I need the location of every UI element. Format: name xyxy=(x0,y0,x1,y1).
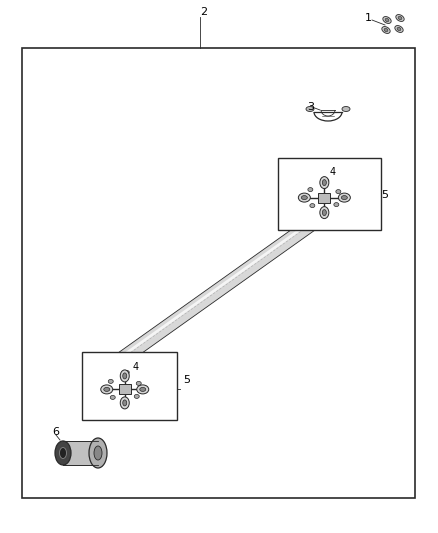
Ellipse shape xyxy=(123,400,127,406)
Ellipse shape xyxy=(310,204,315,207)
Ellipse shape xyxy=(383,17,391,23)
Ellipse shape xyxy=(395,26,403,33)
Ellipse shape xyxy=(124,353,133,361)
Ellipse shape xyxy=(103,371,112,379)
Text: 2: 2 xyxy=(200,7,207,17)
Bar xyxy=(82,352,177,420)
Ellipse shape xyxy=(398,17,402,20)
Ellipse shape xyxy=(338,193,350,202)
Bar xyxy=(318,192,330,203)
Text: 5: 5 xyxy=(381,190,388,200)
Ellipse shape xyxy=(300,222,309,230)
Ellipse shape xyxy=(124,370,129,374)
Ellipse shape xyxy=(336,190,341,193)
Ellipse shape xyxy=(322,213,327,216)
Ellipse shape xyxy=(137,385,149,394)
Ellipse shape xyxy=(322,180,326,185)
Ellipse shape xyxy=(382,27,390,34)
Ellipse shape xyxy=(122,405,127,408)
Ellipse shape xyxy=(320,176,329,189)
Ellipse shape xyxy=(308,188,313,191)
Text: 1: 1 xyxy=(365,13,372,23)
Text: 4: 4 xyxy=(330,167,336,177)
Ellipse shape xyxy=(140,387,146,391)
Ellipse shape xyxy=(301,196,307,199)
Ellipse shape xyxy=(321,204,330,212)
Ellipse shape xyxy=(120,370,129,382)
Bar xyxy=(63,441,93,465)
Ellipse shape xyxy=(104,387,110,391)
Ellipse shape xyxy=(94,446,102,460)
Text: 6: 6 xyxy=(52,427,59,437)
Text: 4: 4 xyxy=(133,362,139,372)
Bar xyxy=(278,158,381,230)
Ellipse shape xyxy=(397,27,401,30)
Ellipse shape xyxy=(322,209,326,216)
Ellipse shape xyxy=(306,107,314,111)
Ellipse shape xyxy=(60,448,67,458)
Ellipse shape xyxy=(334,203,339,207)
Ellipse shape xyxy=(396,14,404,21)
Ellipse shape xyxy=(324,179,329,183)
Ellipse shape xyxy=(136,382,141,385)
Text: 5: 5 xyxy=(183,375,190,385)
Ellipse shape xyxy=(110,395,115,399)
Ellipse shape xyxy=(120,397,129,409)
Polygon shape xyxy=(119,219,314,364)
Ellipse shape xyxy=(342,107,350,111)
Ellipse shape xyxy=(134,394,139,398)
Ellipse shape xyxy=(101,385,113,394)
Ellipse shape xyxy=(123,373,127,379)
Bar xyxy=(22,48,415,498)
Ellipse shape xyxy=(320,207,329,219)
Text: 3: 3 xyxy=(307,102,314,112)
Ellipse shape xyxy=(341,196,347,199)
Ellipse shape xyxy=(55,441,71,465)
Ellipse shape xyxy=(385,18,389,22)
Ellipse shape xyxy=(108,379,113,383)
Ellipse shape xyxy=(384,28,388,31)
Ellipse shape xyxy=(298,193,311,202)
Ellipse shape xyxy=(89,438,107,468)
Bar xyxy=(119,384,131,394)
